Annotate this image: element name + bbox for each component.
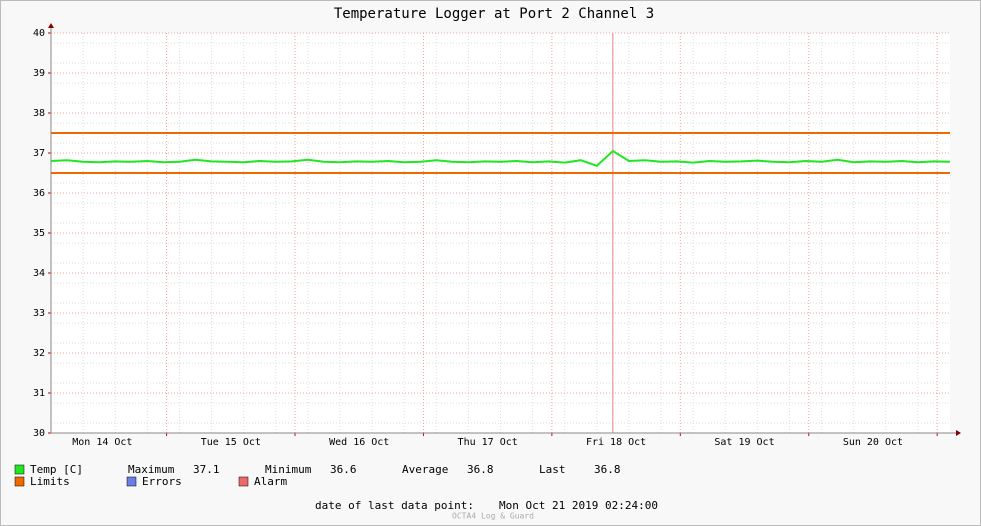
y-tick-label: 32	[33, 348, 45, 359]
y-tick-label: 31	[33, 388, 45, 399]
x-tick-label: Thu 17 Oct	[458, 437, 518, 448]
stat-value: 37.1	[193, 463, 220, 476]
y-tick-label: 36	[33, 188, 45, 199]
footer-label: date of last data point:	[315, 499, 474, 512]
legend-label: Limits	[30, 475, 70, 488]
stat-value: 36.8	[594, 463, 621, 476]
legend-label: Temp [C]	[30, 463, 83, 476]
legend-swatch	[14, 476, 25, 487]
stat-value: 36.6	[330, 463, 357, 476]
x-tick-label: Fri 18 Oct	[586, 437, 646, 448]
y-tick-label: 34	[33, 268, 45, 279]
y-tick-label: 35	[33, 228, 45, 239]
chart-title: Temperature Logger at Port 2 Channel 3	[334, 6, 654, 22]
y-tick-label: 30	[33, 428, 45, 439]
axis-arrow	[956, 430, 961, 436]
y-tick-label: 33	[33, 308, 45, 319]
x-tick-label: Wed 16 Oct	[329, 437, 389, 448]
legend-label: Alarm	[254, 475, 287, 488]
legend-swatch	[126, 476, 137, 487]
y-tick-label: 37	[33, 148, 45, 159]
x-tick-label: Mon 14 Oct	[72, 437, 132, 448]
watermark: OCTA4 Log & Guard	[452, 512, 534, 521]
x-tick-label: Tue 15 Oct	[201, 437, 261, 448]
legend-swatch	[14, 464, 25, 475]
data-line	[50, 149, 951, 167]
stat-label: Maximum	[128, 463, 175, 476]
footer-value: Mon Oct 21 2019 02:24:00	[499, 499, 658, 512]
axis-arrow	[48, 23, 54, 28]
stat-label: Last	[539, 463, 566, 476]
y-tick-label: 40	[33, 28, 45, 39]
legend-swatch	[238, 476, 249, 487]
y-tick-label: 39	[33, 68, 45, 79]
x-tick-label: Sat 19 Oct	[714, 437, 774, 448]
stat-label: Minimum	[265, 463, 312, 476]
stat-label: Average	[402, 463, 448, 476]
y-tick-label: 38	[33, 108, 45, 119]
x-tick-label: Sun 20 Oct	[843, 437, 903, 448]
stat-value: 36.8	[467, 463, 494, 476]
legend-label: Errors	[142, 475, 182, 488]
